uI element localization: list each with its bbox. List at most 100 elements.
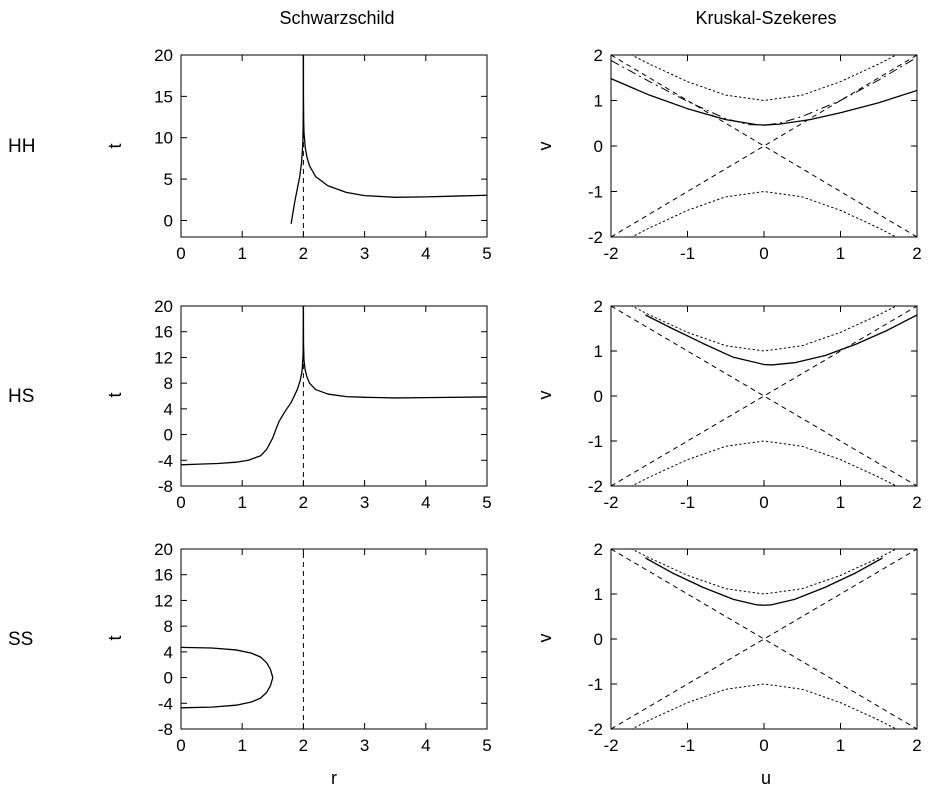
series-line-solid: [645, 314, 917, 366]
y-tick-label: -2: [588, 477, 603, 496]
y-tick-label: 15: [154, 87, 173, 106]
series-line-dashed: [611, 55, 917, 237]
y-tick-label: 4: [164, 643, 173, 662]
y-tick-label: 5: [164, 170, 173, 189]
x-tick-label: 2: [299, 244, 308, 263]
plot-frame: [180, 548, 488, 730]
y-tick-label: 10: [154, 129, 173, 148]
y-tick-label: -2: [588, 720, 603, 739]
y-tick-label: 20: [154, 297, 173, 316]
x-tick-label: 4: [421, 244, 430, 263]
x-axis-label: u: [761, 768, 771, 788]
y-tick-label: 20: [154, 540, 173, 559]
y-tick-label: 8: [164, 617, 173, 636]
series-line-solid: [302, 55, 487, 198]
y-tick-label: 1: [594, 342, 603, 361]
series-line-solid: [302, 306, 487, 399]
x-tick-label: 0: [176, 736, 185, 755]
series-line-dotted: [630, 55, 898, 101]
series-line-solid: [611, 78, 917, 126]
x-tick-label: 1: [237, 736, 246, 755]
y-tick-label: 12: [154, 348, 173, 367]
y-tick-label: -2: [588, 228, 603, 247]
series-line-dotted: [630, 549, 898, 595]
x-axis-label: r: [331, 768, 337, 788]
y-tick-label: 16: [154, 566, 173, 585]
x-tick-label: 3: [360, 736, 369, 755]
y-tick-label: 8: [164, 374, 173, 393]
x-tick-label: -2: [603, 493, 618, 512]
x-tick-label: 2: [912, 493, 921, 512]
x-tick-label: 4: [421, 493, 430, 512]
y-tick-label: 1: [594, 585, 603, 604]
row-label-ss: SS: [8, 629, 33, 650]
series-line-solid: [181, 646, 274, 709]
y-axis-label: v: [535, 634, 555, 643]
x-tick-label: -2: [603, 736, 618, 755]
x-tick-label: 5: [482, 244, 491, 263]
y-tick-label: -4: [158, 451, 173, 470]
x-tick-label: 3: [360, 244, 369, 263]
y-tick-label: 2: [594, 540, 603, 559]
x-tick-label: 1: [836, 244, 845, 263]
y-axis-label: v: [535, 391, 555, 400]
panel-hh-schwarzschild: 0 1 2 3 4 5 0 5 10 15 20 t: [105, 46, 492, 263]
y-tick-label: 0: [594, 630, 603, 649]
x-tick-label: -2: [603, 244, 618, 263]
y-tick-label: -8: [158, 477, 173, 496]
y-tick-label: 12: [154, 591, 173, 610]
x-tick-label: 0: [759, 244, 768, 263]
row-label-hh: HH: [8, 136, 35, 157]
x-tick-label: 4: [421, 736, 430, 755]
y-tick-label: -8: [158, 720, 173, 739]
x-tick-label: 2: [912, 244, 921, 263]
y-tick-label: 2: [594, 46, 603, 65]
x-tick-label: 2: [912, 736, 921, 755]
x-tick-label: 3: [360, 493, 369, 512]
x-tick-label: -1: [680, 244, 695, 263]
x-tick-label: 1: [836, 736, 845, 755]
y-tick-label: -1: [588, 183, 603, 202]
y-axis-label: t: [105, 392, 125, 397]
y-tick-label: 0: [164, 211, 173, 230]
y-tick-label: 0: [594, 137, 603, 156]
column-title-schwarzschild: Schwarzschild: [279, 8, 394, 28]
x-tick-label: 5: [482, 736, 491, 755]
y-tick-label: -4: [158, 694, 173, 713]
panel-hh-kruskal: -2 -1 0 1 2 -2 -1 0 1 2 v: [535, 46, 922, 263]
x-tick-label: 0: [176, 244, 185, 263]
column-title-kruskal: Kruskal-Szekeres: [695, 8, 836, 28]
y-axis-label: t: [105, 635, 125, 640]
series-line-solid: [645, 557, 883, 606]
x-tick-label: 1: [237, 493, 246, 512]
x-tick-label: 2: [299, 736, 308, 755]
y-tick-label: 16: [154, 323, 173, 342]
x-tick-label: 0: [759, 736, 768, 755]
x-tick-label: 0: [176, 493, 185, 512]
x-tick-label: -1: [680, 736, 695, 755]
plot-frame: [180, 54, 488, 238]
row-label-hs: HS: [8, 386, 34, 407]
x-tick-label: 5: [482, 493, 491, 512]
plot-frame: [610, 54, 918, 238]
y-tick-label: 0: [164, 426, 173, 445]
series-line-dotted: [630, 306, 898, 352]
series-line-solid: [181, 306, 305, 466]
y-tick-label: -1: [588, 432, 603, 451]
series-line-dashed: [611, 55, 917, 237]
y-axis-label: v: [535, 142, 555, 151]
plot-frame: [180, 305, 488, 487]
y-tick-label: 1: [594, 92, 603, 111]
x-tick-label: 2: [299, 493, 308, 512]
y-tick-label: -1: [588, 675, 603, 694]
y-axis-label: t: [105, 143, 125, 148]
series-line-dotted: [630, 191, 898, 237]
x-tick-label: -1: [680, 493, 695, 512]
panel-hs-kruskal: -2 -1 0 1 2 -2 -1 0 1 2 v: [535, 297, 922, 512]
y-tick-label: 20: [154, 46, 173, 65]
x-tick-label: 0: [759, 493, 768, 512]
series-line-solid: [290, 55, 305, 224]
